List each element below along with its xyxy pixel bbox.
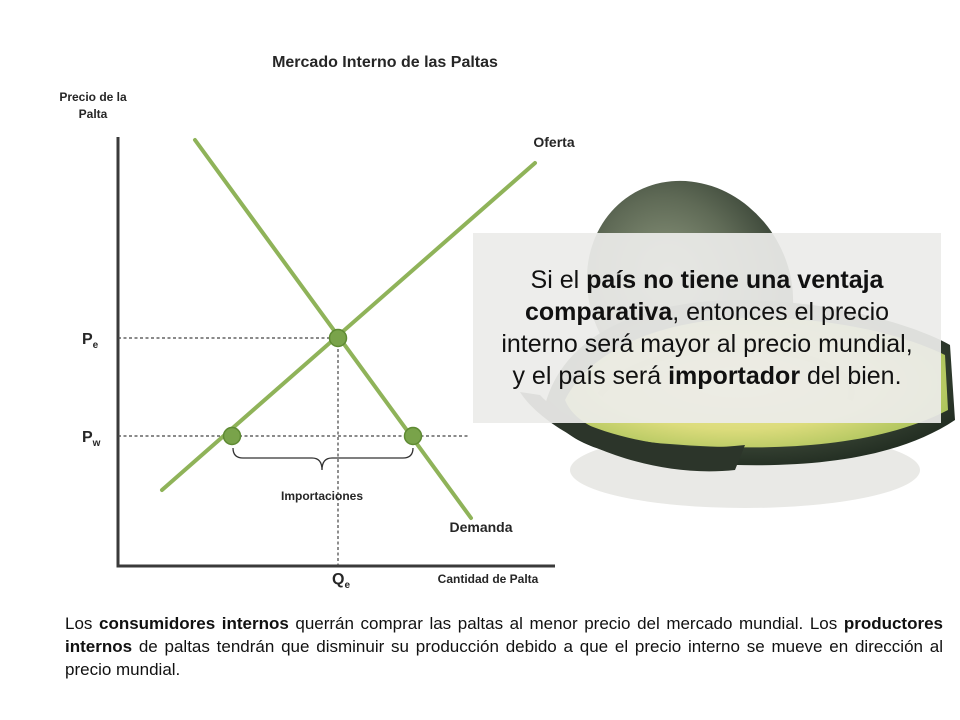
- comparative-advantage-callout: Si el país no tiene una ventaja comparat…: [473, 233, 941, 423]
- chart-title: Mercado Interno de las Paltas: [272, 54, 498, 71]
- equilibrium-point: [328, 328, 348, 348]
- demand-at-world-price-point: [403, 426, 423, 446]
- demand-curve: [193, 138, 473, 520]
- explanation-paragraph: Los consumidores internos querrán compra…: [65, 612, 943, 681]
- explanation-text: Los consumidores internos querrán compra…: [65, 614, 943, 679]
- domestic-price-label: Pe: [82, 331, 99, 351]
- x-axis-label: Cantidad de Palta: [438, 572, 539, 586]
- world-price-label: Pw: [82, 429, 101, 449]
- imports-brace: [232, 447, 414, 471]
- equilibrium-quantity-label: Qe: [332, 571, 350, 591]
- supply-at-world-price-point: [222, 426, 242, 446]
- demand-label: Demanda: [449, 519, 512, 535]
- y-axis-label-line2: Palta: [79, 107, 108, 121]
- supply-label: Oferta: [533, 134, 574, 150]
- callout-text: Si el país no tiene una ventaja comparat…: [501, 266, 913, 390]
- axes: [116, 137, 555, 568]
- y-axis-label-line1: Precio de la: [59, 90, 127, 104]
- imports-label: Importaciones: [281, 489, 363, 503]
